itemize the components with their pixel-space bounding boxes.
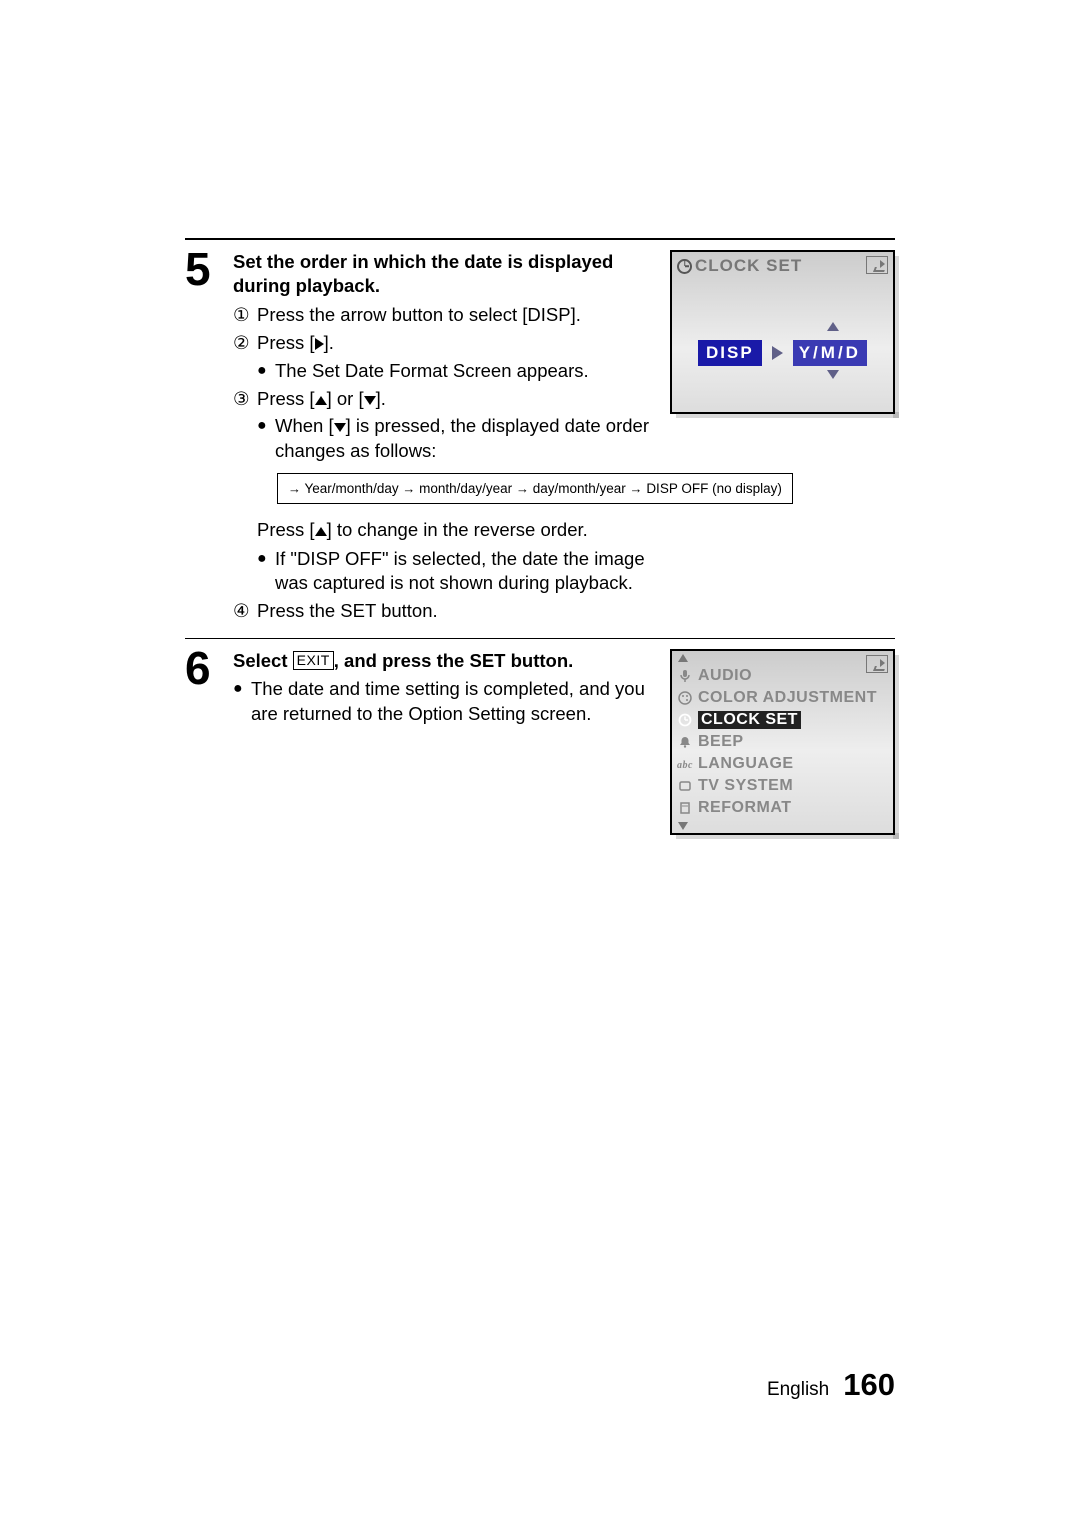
up-triangle-icon bbox=[827, 322, 839, 331]
arrow-right-icon: → bbox=[516, 481, 529, 496]
return-icon bbox=[866, 256, 888, 274]
page-footer: English 160 bbox=[767, 1367, 895, 1403]
lcd-screen-2: AUDIO COLOR ADJUSTMENT CLOCK SET BE bbox=[670, 649, 895, 835]
down-triangle-icon bbox=[678, 822, 688, 830]
circled-3: ③ bbox=[233, 387, 257, 411]
card-icon bbox=[676, 801, 694, 815]
lcd-screen-1: CLOCK SET DISP Y/M/D bbox=[670, 250, 895, 414]
reverse-order-note: Press [] to change in the reverse order. bbox=[233, 518, 650, 542]
menu-item-color: COLOR ADJUSTMENT bbox=[676, 687, 889, 709]
tv-icon bbox=[676, 779, 694, 793]
lcd1-title: CLOCK SET bbox=[695, 256, 802, 276]
ymd-badge: Y/M/D bbox=[793, 340, 867, 366]
arrow-right-icon: → bbox=[402, 481, 415, 496]
step-6-text: Select EXIT, and press the SET button. ●… bbox=[233, 649, 650, 726]
palette-icon bbox=[676, 691, 694, 705]
step-5-text: Set the order in which the date is displ… bbox=[233, 250, 650, 463]
step-5-heading: Set the order in which the date is displ… bbox=[233, 250, 650, 299]
rule-top bbox=[185, 238, 895, 240]
up-triangle-icon bbox=[678, 654, 688, 662]
clock-icon bbox=[676, 713, 694, 727]
step-5: 5 Set the order in which the date is dis… bbox=[185, 250, 895, 463]
substep-4: ④ Press the SET button. bbox=[233, 599, 650, 623]
substep-3: ③ Press [] or []. bbox=[233, 387, 650, 411]
step-6: 6 Select EXIT, and press the SET button.… bbox=[185, 649, 895, 835]
bullet-icon: ● bbox=[233, 677, 251, 726]
down-triangle-icon bbox=[827, 370, 839, 379]
menu-item-tv-system: TV SYSTEM bbox=[676, 775, 889, 797]
menu-item-beep: BEEP bbox=[676, 731, 889, 753]
menu-item-reformat: REFORMAT bbox=[676, 797, 889, 819]
figure-option-menu: AUDIO COLOR ADJUSTMENT CLOCK SET BE bbox=[670, 649, 895, 835]
circled-4: ④ bbox=[233, 599, 257, 623]
exit-badge: EXIT bbox=[293, 651, 334, 670]
circled-1: ① bbox=[233, 303, 257, 327]
step-number: 6 bbox=[185, 645, 233, 691]
bullet-icon: ● bbox=[257, 414, 275, 463]
clock-icon bbox=[677, 259, 692, 274]
svg-text:abc: abc bbox=[677, 760, 693, 771]
substep-2-bullet: ● The Set Date Format Screen appears. bbox=[233, 359, 650, 383]
right-triangle-icon bbox=[315, 338, 324, 350]
step-6-heading: Select EXIT, and press the SET button. bbox=[233, 649, 650, 673]
step-6-bullet: ● The date and time setting is completed… bbox=[233, 677, 650, 726]
menu-item-audio: AUDIO bbox=[676, 665, 889, 687]
substep-1: ① Press the arrow button to select [DISP… bbox=[233, 303, 650, 327]
rule-mid bbox=[185, 638, 895, 639]
page-number: 160 bbox=[843, 1367, 895, 1403]
down-triangle-icon bbox=[364, 396, 376, 405]
disp-badge: DISP bbox=[698, 340, 762, 366]
bullet-icon: ● bbox=[257, 547, 275, 596]
right-triangle-icon bbox=[772, 346, 783, 360]
manual-page: 5 Set the order in which the date is dis… bbox=[0, 0, 1080, 1529]
menu-item-language: abc LANGUAGE bbox=[676, 753, 889, 775]
substep-2: ② Press []. bbox=[233, 331, 650, 355]
disp-off-note: ● If "DISP OFF" is selected, the date th… bbox=[233, 547, 650, 596]
bell-icon bbox=[676, 735, 694, 749]
footer-language: English bbox=[767, 1379, 829, 1401]
step-5-cont: Press [] to change in the reverse order.… bbox=[185, 512, 895, 624]
figure-clock-set-disp: CLOCK SET DISP Y/M/D bbox=[670, 250, 895, 414]
substep-3-bullet: ● When [] is pressed, the displayed date… bbox=[233, 414, 650, 463]
circled-2: ② bbox=[233, 331, 257, 355]
up-triangle-icon bbox=[315, 396, 327, 405]
up-triangle-icon bbox=[315, 527, 327, 536]
step-number: 5 bbox=[185, 246, 233, 292]
arrow-right-icon: → bbox=[288, 481, 301, 496]
arrow-right-icon: → bbox=[630, 481, 643, 496]
down-triangle-icon bbox=[334, 423, 346, 432]
mic-icon bbox=[676, 669, 694, 683]
bullet-icon: ● bbox=[257, 359, 275, 383]
date-order-cycle: → Year/month/day → month/day/year → day/… bbox=[277, 473, 895, 504]
menu-item-clock-set: CLOCK SET bbox=[676, 709, 889, 731]
language-icon: abc bbox=[676, 757, 694, 771]
